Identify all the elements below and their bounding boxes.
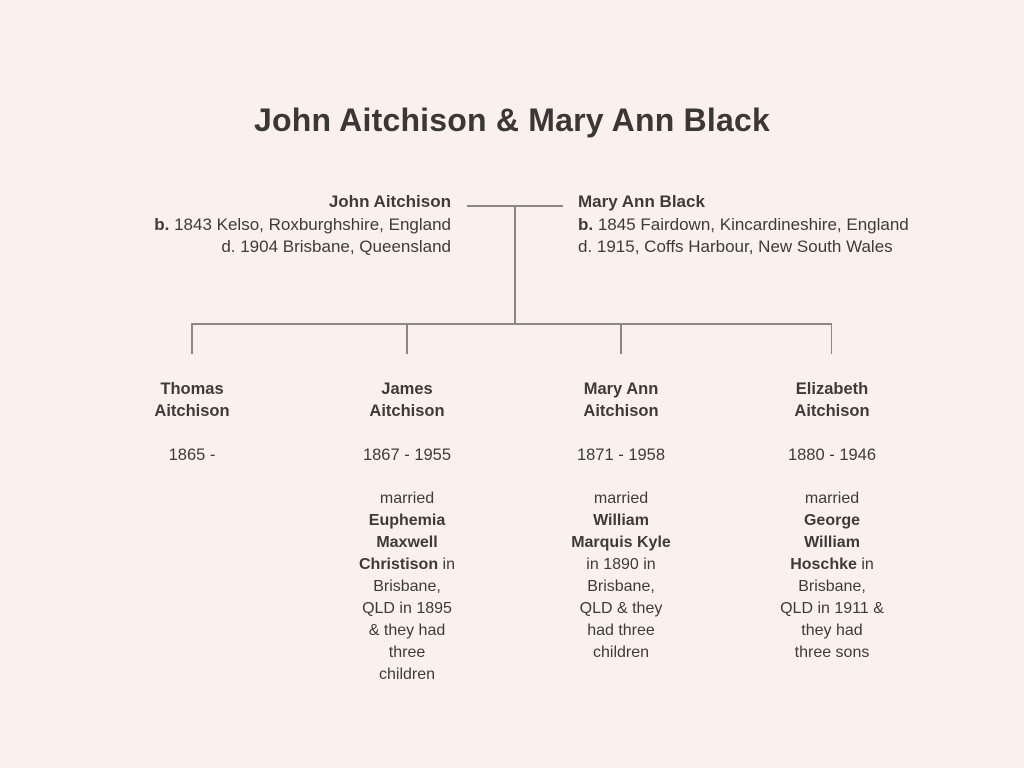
descent-line: [514, 205, 516, 324]
child-drop-line: [406, 323, 408, 354]
child-column-mary-ann-aitchison: Mary Ann Aitchison 1871 - 1958 married W…: [536, 378, 706, 664]
page-title: John Aitchison & Mary Ann Black: [254, 102, 770, 139]
child-years: 1865 -: [168, 446, 216, 464]
child-drop-line: [830, 323, 832, 354]
child-name: Thomas Aitchison: [154, 380, 230, 420]
parent-name: John Aitchison: [328, 192, 451, 211]
child-name: Mary Ann Aitchison: [583, 380, 659, 420]
parent-name: Mary Ann Black: [578, 192, 705, 211]
children-connector-line: [191, 323, 832, 325]
child-column-james-aitchison: James Aitchison 1867 - 1955 married Euph…: [322, 378, 492, 686]
child-name: James Aitchison: [369, 380, 445, 420]
child-name: Elizabeth Aitchison: [794, 380, 870, 420]
child-drop-line: [620, 323, 622, 354]
child-years: 1871 - 1958: [576, 446, 666, 464]
child-marriage-details: married George William Hoschke in Brisba…: [780, 490, 884, 661]
parent-card-john-aitchison: John Aitchison b. 1843 Kelso, Roxburghsh…: [31, 191, 451, 259]
birth-line: b. 1843 Kelso, Roxburghshire, England: [154, 214, 451, 234]
child-years: 1880 - 1946: [787, 446, 877, 464]
child-column-thomas-aitchison: Thomas Aitchison 1865 -: [107, 378, 277, 488]
child-years: 1867 - 1955: [362, 446, 452, 464]
death-line: d. 1904 Brisbane, Queensland: [221, 237, 451, 256]
death-line: d. 1915, Coffs Harbour, New South Wales: [578, 237, 893, 256]
birth-line: b. 1845 Fairdown, Kincardineshire, Engla…: [578, 214, 909, 234]
child-marriage-details: married Euphemia Maxwell Christison in B…: [358, 490, 456, 683]
child-marriage-details: married William Marquis Kyle in 1890 in …: [571, 490, 671, 661]
child-column-elizabeth-aitchison: Elizabeth Aitchison 1880 - 1946 married …: [747, 378, 917, 664]
child-drop-line: [191, 323, 193, 354]
parent-card-mary-ann-black: Mary Ann Black b. 1845 Fairdown, Kincard…: [578, 191, 998, 259]
